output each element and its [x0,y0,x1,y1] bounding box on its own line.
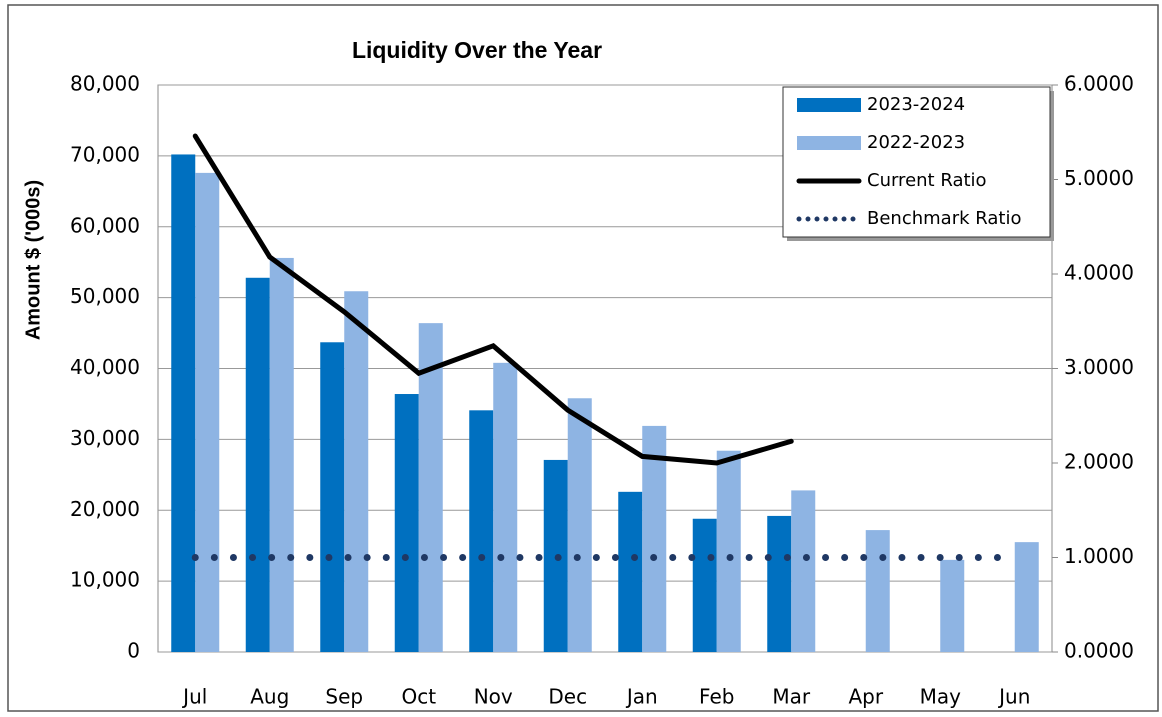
x-tick-label: Nov [474,685,513,709]
x-tick-label: Sep [325,685,363,709]
y2-tick-label: 1.0000 [1064,544,1134,568]
y2-tick-label: 2.0000 [1064,450,1134,474]
bar [1014,542,1039,652]
y2-tick-label: 6.0000 [1064,72,1134,96]
bar [791,490,816,652]
x-tick-label: Jan [625,685,658,709]
x-tick-label: Aug [250,685,289,709]
bar [245,277,270,652]
chart-title: Liquidity Over the Year [352,37,602,63]
legend-swatch [797,136,861,150]
bar [618,491,643,652]
bar [418,323,443,652]
x-tick-label: Mar [772,685,811,709]
y-tick-label: 20,000 [70,497,140,521]
y2-tick-label: 0.0000 [1064,639,1134,663]
legend-swatch [797,98,861,112]
x-tick-label: Jun [997,685,1030,709]
x-tick-label: Dec [548,685,587,709]
y-tick-label: 30,000 [70,426,140,450]
bar [567,398,592,652]
legend-label: Benchmark Ratio [867,208,1021,229]
y-tick-label: 0 [127,639,140,663]
y-tick-label: 70,000 [70,142,140,166]
y-tick-label: 10,000 [70,568,140,592]
bar [767,515,792,652]
bar [692,518,717,652]
x-tick-label: May [920,685,962,709]
y2-tick-label: 5.0000 [1064,166,1134,190]
legend-label: 2022-2023 [867,132,965,153]
y2-tick-label: 4.0000 [1064,261,1134,285]
bar [865,530,890,652]
y-tick-label: 40,000 [70,355,140,379]
x-tick-label: Apr [848,685,883,709]
ratio-line [192,133,794,466]
legend-label: 2023-2024 [867,94,965,115]
x-tick-label: Jul [181,685,207,709]
y2-tick-label: 3.0000 [1064,355,1134,379]
bar [320,342,345,652]
x-tick-label: Oct [401,685,436,709]
y-tick-label: 50,000 [70,284,140,308]
bar [195,172,220,652]
bar [469,410,494,652]
bar [716,450,741,652]
bar [642,425,667,652]
bar [940,559,965,652]
bar [171,154,196,652]
bar [493,362,518,652]
bar [394,394,419,652]
x-tick-label: Feb [699,685,734,709]
bar [269,257,294,652]
y-tick-label: 60,000 [70,213,140,237]
y-axis-label: Amount $ ('000s) [22,180,44,340]
bar [344,291,369,652]
legend-label: Current Ratio [867,170,987,191]
y-tick-label: 80,000 [70,72,140,96]
